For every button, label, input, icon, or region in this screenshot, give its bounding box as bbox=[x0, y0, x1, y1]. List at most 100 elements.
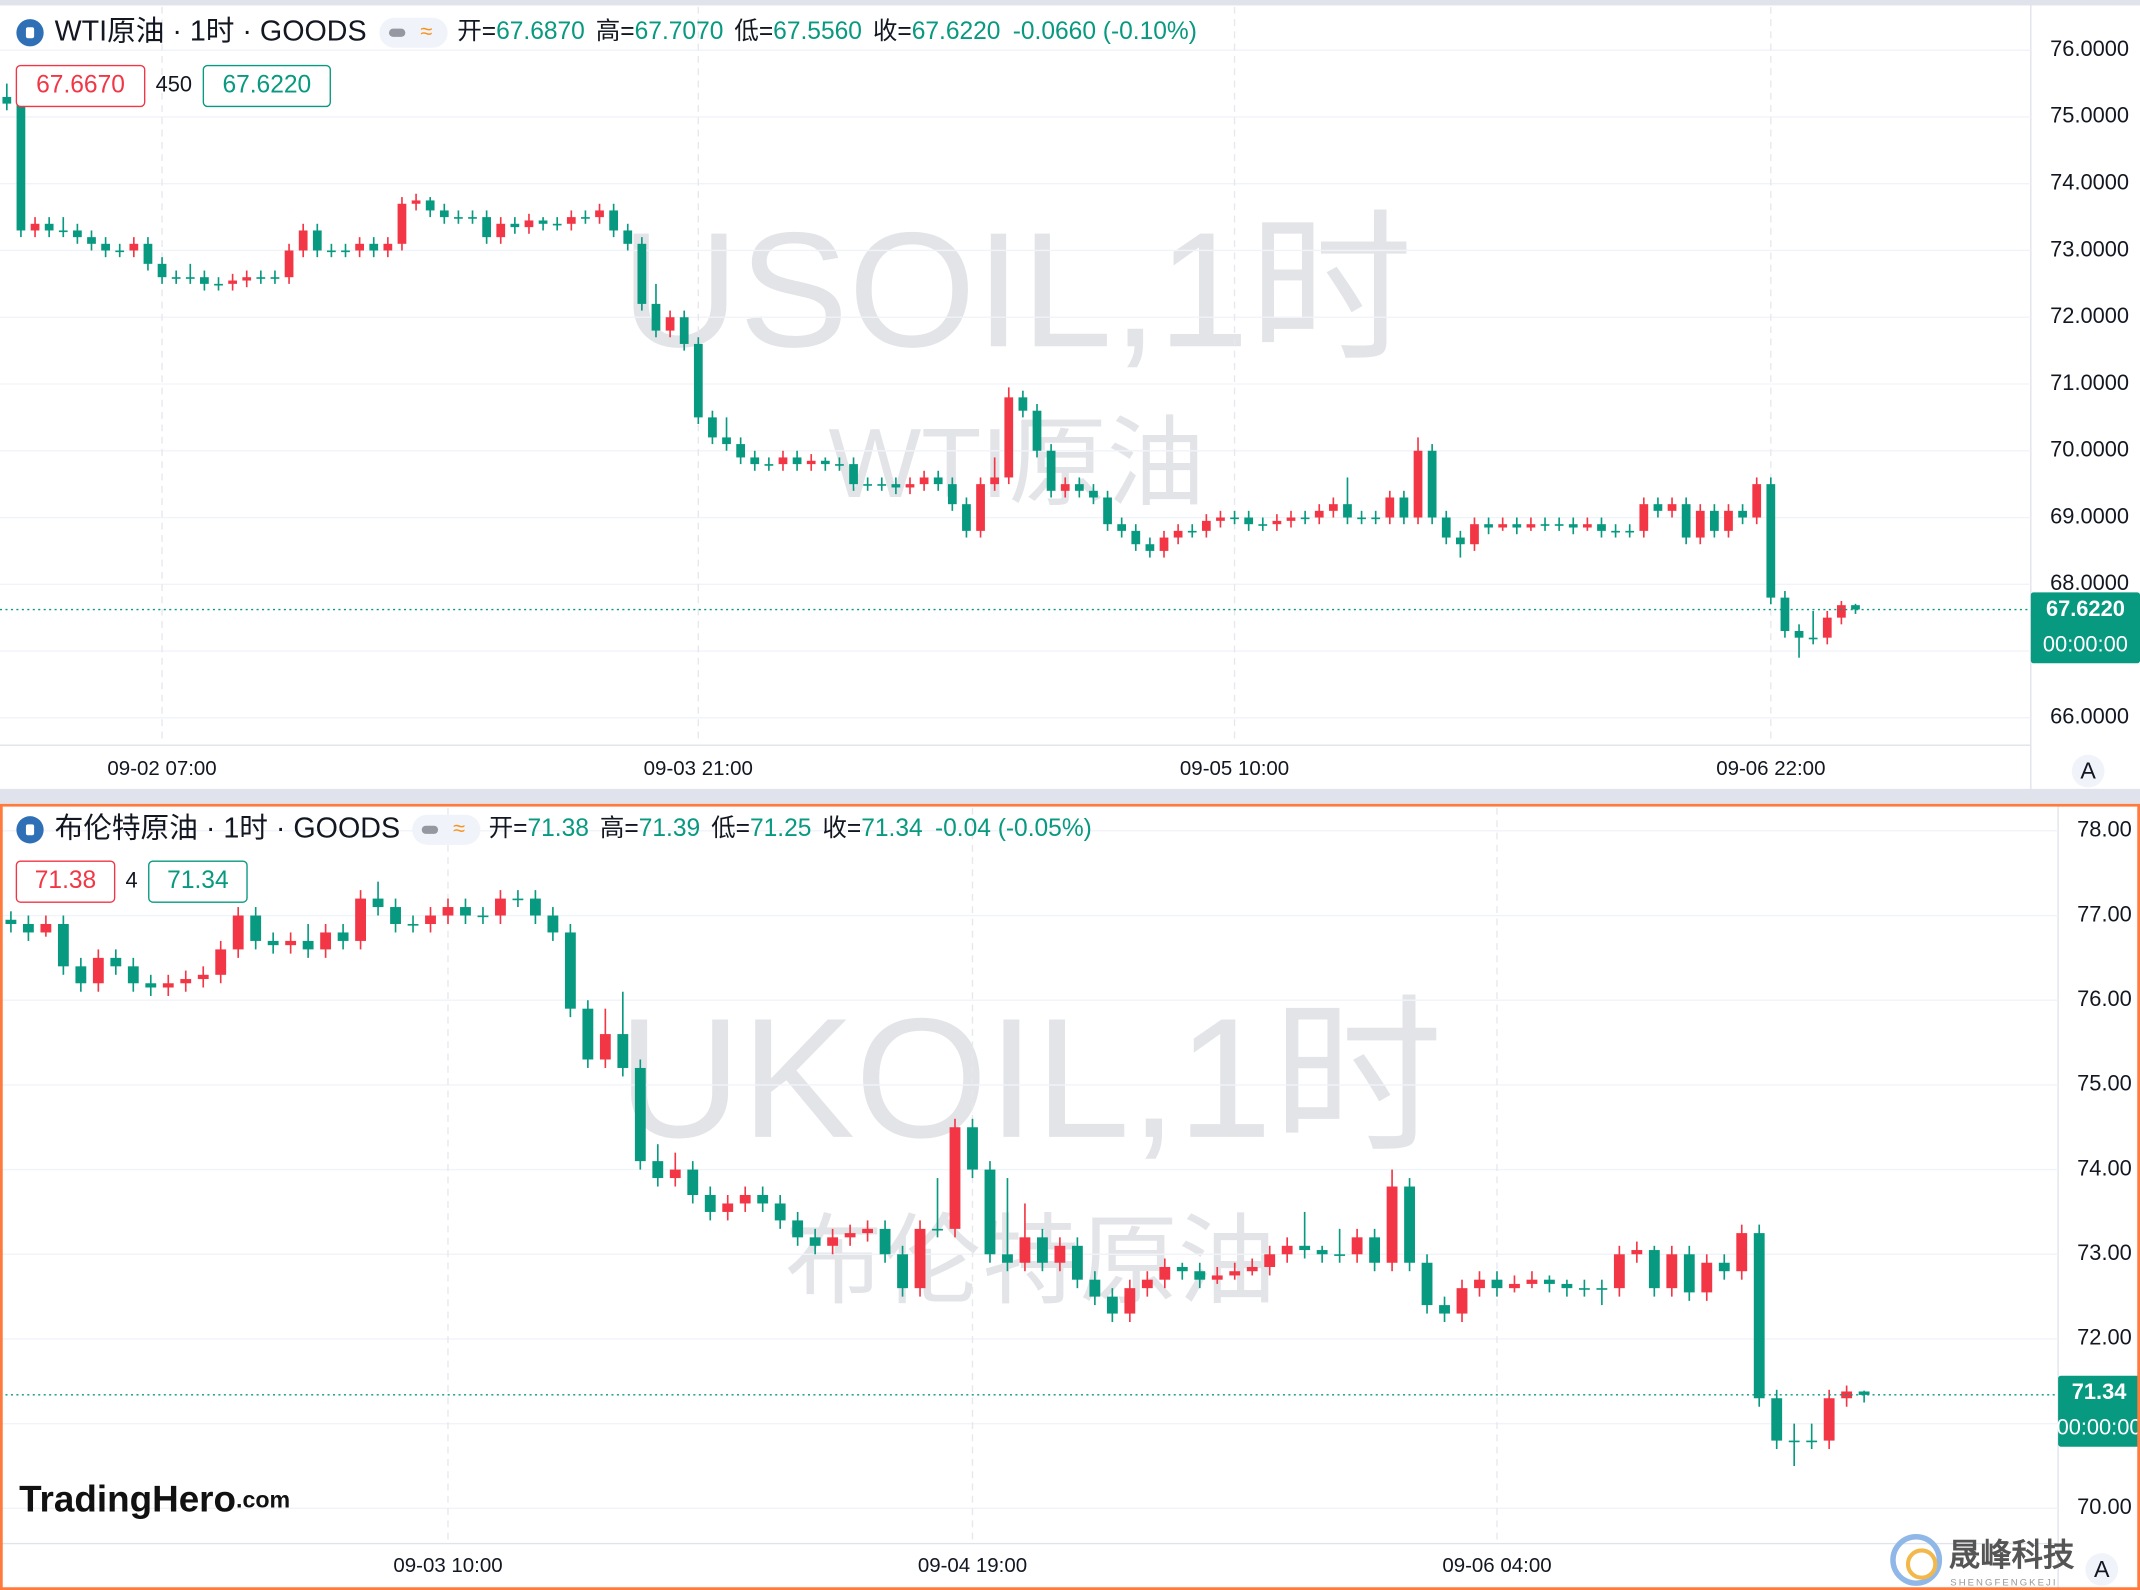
candle-body bbox=[477, 915, 489, 918]
candle-body bbox=[5, 919, 17, 924]
candle-body bbox=[407, 923, 419, 926]
candle-body bbox=[1837, 605, 1846, 618]
candle-body bbox=[1106, 1296, 1118, 1314]
candle-body bbox=[529, 898, 541, 916]
candle-body bbox=[877, 484, 887, 486]
legend-label: 低= bbox=[734, 17, 773, 45]
legend-value: 71.34 bbox=[861, 815, 922, 842]
candle-body bbox=[512, 898, 524, 901]
candle-body bbox=[1286, 517, 1296, 521]
symbol-icon-glyph bbox=[25, 27, 35, 39]
candle-body bbox=[595, 210, 604, 218]
y-tick-label: 73.00 bbox=[2077, 1240, 2132, 1265]
candle-body bbox=[439, 210, 449, 218]
candle-body bbox=[1272, 520, 1282, 525]
candle-body bbox=[1299, 1245, 1311, 1251]
candle-body bbox=[1474, 1279, 1485, 1289]
candle-body bbox=[538, 220, 548, 224]
candle-body bbox=[1264, 1254, 1276, 1267]
candle-body bbox=[369, 243, 379, 251]
candle-body bbox=[947, 484, 957, 505]
candle-body bbox=[1201, 520, 1211, 531]
candle-body bbox=[327, 250, 336, 253]
candle-body bbox=[256, 277, 266, 279]
candle-body bbox=[1131, 530, 1141, 545]
candle-body bbox=[285, 940, 297, 946]
candle-body bbox=[1625, 530, 1635, 533]
candle-body bbox=[774, 1203, 786, 1221]
auto-scale-button[interactable] bbox=[2071, 754, 2105, 788]
candle-body bbox=[722, 1203, 734, 1212]
candle-body bbox=[1173, 530, 1183, 538]
candle-body bbox=[171, 277, 181, 279]
candle-body bbox=[1639, 504, 1649, 531]
y-tick-label: 70.0000 bbox=[2050, 437, 2129, 462]
candle-body bbox=[145, 983, 157, 988]
candle-body bbox=[16, 103, 26, 231]
candle-body bbox=[1611, 530, 1620, 533]
candle-body bbox=[1124, 1288, 1136, 1314]
candle-body bbox=[1159, 537, 1169, 551]
candle-body bbox=[1808, 637, 1818, 640]
candle-body bbox=[919, 477, 929, 485]
candle-body bbox=[1328, 504, 1338, 511]
legend-label: 开= bbox=[457, 18, 496, 45]
candle-body bbox=[1371, 517, 1381, 520]
bid-box bbox=[15, 64, 146, 108]
candle-body bbox=[320, 932, 332, 950]
candle-body bbox=[143, 243, 153, 264]
candle-body bbox=[44, 223, 54, 231]
ask-price: 71.34 bbox=[167, 867, 228, 894]
brand-logo-name: TradingHero bbox=[19, 1478, 236, 1519]
candle-body bbox=[564, 932, 576, 1009]
candle-body bbox=[1351, 1237, 1363, 1255]
legend-value: 67.7070 bbox=[635, 18, 724, 45]
candle-body bbox=[129, 243, 139, 251]
y-tick-label: 74.00 bbox=[2077, 1155, 2132, 1180]
x-tick-label: 09-03 21:00 bbox=[644, 757, 753, 780]
candle-body bbox=[1470, 524, 1479, 545]
y-tick-label: 72.00 bbox=[2077, 1325, 2132, 1350]
spread: 450 bbox=[156, 72, 192, 97]
y-tick-label: 69.0000 bbox=[2050, 503, 2129, 528]
candle-body bbox=[1281, 1245, 1293, 1255]
candle-body bbox=[1582, 524, 1592, 528]
auto-scale-button[interactable] bbox=[2085, 1553, 2119, 1586]
candle-body bbox=[1491, 1279, 1503, 1289]
candle-body bbox=[1300, 517, 1310, 520]
y-tick-label: 78.00 bbox=[2077, 817, 2132, 842]
candle-body bbox=[1806, 1440, 1818, 1443]
auto-scale-label: A bbox=[2080, 758, 2096, 784]
y-tick-label: 76.0000 bbox=[2050, 36, 2129, 61]
candle-body bbox=[1718, 1262, 1730, 1272]
candle-body bbox=[1724, 510, 1733, 531]
candle-body bbox=[849, 464, 858, 485]
candle-body bbox=[879, 1228, 891, 1255]
candle-body bbox=[1648, 1250, 1660, 1289]
candle-body bbox=[1343, 504, 1352, 518]
candle-body bbox=[101, 243, 110, 251]
company-icon-inner bbox=[1905, 1548, 1938, 1580]
candle-body bbox=[1736, 1233, 1748, 1272]
candle-body bbox=[1701, 1262, 1713, 1293]
candle-body bbox=[1258, 524, 1268, 526]
ask-box bbox=[148, 860, 248, 903]
y-tick-label: 75.0000 bbox=[2050, 103, 2129, 128]
last-price-tag bbox=[2058, 1375, 2140, 1447]
legend-label: 高= bbox=[596, 17, 635, 45]
candle-body bbox=[1046, 450, 1056, 491]
candle-body bbox=[1455, 537, 1465, 545]
legend-label: 高= bbox=[600, 814, 639, 842]
candle-body bbox=[1766, 484, 1776, 598]
candle-body bbox=[57, 923, 69, 967]
candle-body bbox=[110, 957, 122, 967]
ask-price: 67.6220 bbox=[222, 71, 311, 98]
candle-body bbox=[1544, 1279, 1555, 1284]
legend-value: 67.6220 bbox=[912, 18, 1001, 45]
candle-body bbox=[270, 277, 280, 279]
candle-body bbox=[510, 223, 520, 228]
legend-change: -0.04 (-0.05%) bbox=[935, 815, 1092, 842]
candle-body bbox=[180, 979, 192, 984]
candle-body bbox=[1456, 1288, 1468, 1314]
